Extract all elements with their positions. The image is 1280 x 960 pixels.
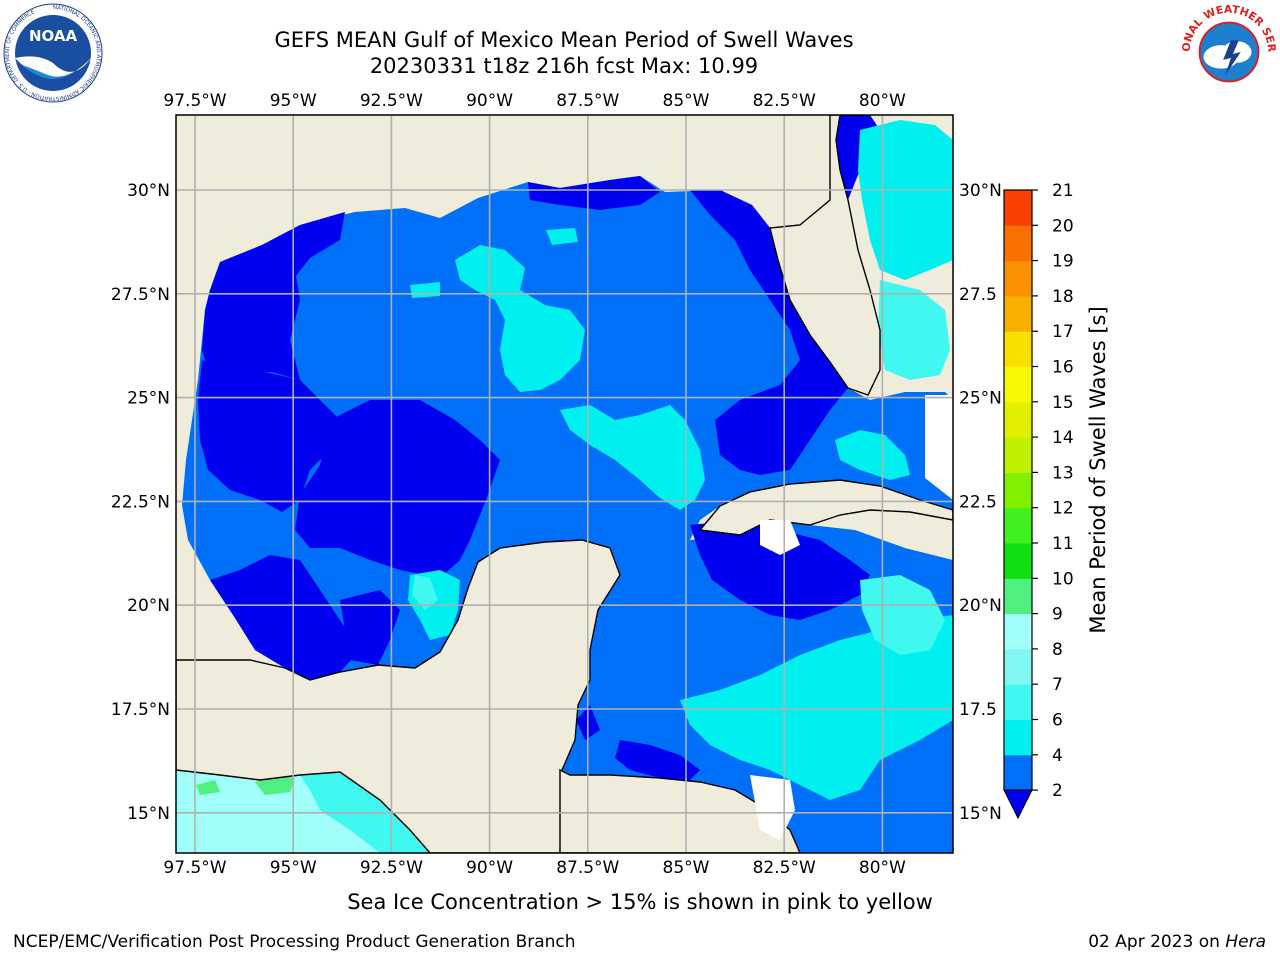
colorbar-tick-label: 12 (1052, 499, 1074, 519)
colorbar-segment (1004, 225, 1032, 262)
nws-logo: NATIONAL WEATHER SERVICE (1180, 3, 1278, 100)
water-below-2 (198, 115, 880, 780)
footer-date: 02 Apr 2023 on Hera (1088, 932, 1266, 952)
longitude-label: 80°W (859, 91, 906, 111)
latitude-label: 17.5°N (111, 700, 170, 720)
colorbar-frame (1003, 189, 1033, 791)
colorbar-tick-label: 13 (1052, 463, 1074, 483)
latitude-label: 15°N (127, 804, 170, 824)
colorbar-segment (1004, 366, 1032, 403)
longitude-label: 87.5°W (556, 858, 619, 878)
longitude-label: 95°W (270, 91, 317, 111)
longitude-label: 90°W (466, 91, 513, 111)
colorbar-segment (1004, 437, 1032, 473)
colorbar-tick-label: 8 (1052, 640, 1063, 660)
colorbar-segment (1004, 543, 1032, 579)
colorbar-tick-label: 6 (1052, 711, 1063, 731)
footer-host: Hera (1225, 932, 1266, 952)
latitude-label: 25°N (959, 389, 1002, 409)
latitude-label: 22.5°N (111, 492, 170, 512)
colorbar-tick-label: 21 (1052, 181, 1074, 201)
chart-subtitle: 20230331 t18z 216h fcst Max: 10.99 (369, 54, 759, 78)
colorbar-tick-label: 10 (1052, 569, 1074, 589)
colorbar-label: Mean Period of Swell Waves [s] (1086, 306, 1110, 633)
colorbar-segment (1004, 190, 1032, 226)
colorbar-tick-label: 18 (1052, 287, 1074, 307)
colorbar-tick-label: 7 (1052, 675, 1063, 695)
colorbar-tick-label: 14 (1052, 428, 1074, 448)
colorbar-tick-label: 15 (1052, 393, 1074, 413)
colorbar-segment (1004, 648, 1032, 685)
latitude-label: 20°N (959, 596, 1002, 616)
latitude-label: 30°N (959, 181, 1002, 201)
colorbar-tick-label: 2 (1052, 781, 1063, 801)
colorbar-segment (1004, 754, 1032, 791)
latitude-label: 15°N (959, 804, 1002, 824)
map-area (176, 115, 953, 853)
colorbar-tick-label: 4 (1052, 746, 1063, 766)
latitude-label: 22.5 (959, 492, 997, 512)
colorbar-tick-label: 19 (1052, 252, 1074, 272)
longitude-label: 92.5°W (360, 858, 423, 878)
colorbar-segment (1004, 684, 1032, 720)
colorbar-segment (1004, 331, 1032, 367)
longitude-label: 85°W (663, 91, 710, 111)
latitude-label: 30°N (127, 181, 170, 201)
colorbar-segment (1004, 295, 1032, 332)
latitude-label: 17.5 (959, 700, 997, 720)
colorbar-segment (1004, 472, 1032, 509)
chart-title: GEFS MEAN Gulf of Mexico Mean Period of … (274, 28, 854, 52)
longitude-label: 80°W (859, 858, 906, 878)
longitude-label: 95°W (270, 858, 317, 878)
colorbar-segment (1004, 719, 1032, 756)
colorbar-segment (1004, 260, 1032, 297)
colorbar: 2 4 6 7 8 9 10 11 12 13 14 15 16 17 18 19 20 21 (1003, 181, 1074, 820)
footer-date-text: 02 Apr 2023 on (1088, 932, 1226, 952)
latitude-label: 27.5 (959, 285, 997, 305)
longitude-label: 97.5°W (163, 91, 226, 111)
colorbar-under-triangle (1003, 789, 1033, 820)
land-overlay (176, 115, 953, 853)
longitude-labels-bottom: 97.5°W 95°W 92.5°W 90°W 87.5°W 85°W 82.5°W 80°W (163, 858, 906, 878)
longitude-label: 97.5°W (163, 858, 226, 878)
latitude-label: 20°N (127, 596, 170, 616)
colorbar-tick-label: 9 (1052, 605, 1063, 625)
water-caribbean-sw-green (196, 775, 295, 795)
colorbar-tick-label: 17 (1052, 322, 1074, 342)
colorbar-tick-label: 20 (1052, 216, 1074, 236)
colorbar-segment (1004, 401, 1032, 438)
footer-credit: NCEP/EMC/Verification Post Processing Pr… (13, 932, 576, 952)
longitude-labels-top: 97.5°W 95°W 92.5°W 90°W 87.5°W 85°W 82.5°W 80°W (163, 91, 906, 111)
longitude-label: 82.5°W (753, 91, 816, 111)
latitude-label: 25°N (127, 389, 170, 409)
colorbar-segment (1004, 578, 1032, 615)
colorbar-tick-label: 16 (1052, 358, 1074, 378)
noaa-logo: NOAA NATIONAL OCEANIC AND ATMOSPHERIC AD… (3, 3, 103, 103)
colorbar-segment (1004, 613, 1032, 650)
latitude-labels-right: 30°N 27.5 25°N 22.5 20°N 17.5 15°N (959, 181, 1002, 824)
colorbar-tick-label: 11 (1052, 534, 1074, 554)
sea-ice-note: Sea Ice Concentration > 15% is shown in … (0, 890, 1280, 914)
map-frame (175, 114, 954, 854)
longitude-label: 90°W (466, 858, 513, 878)
water-6-7 (412, 280, 950, 655)
sea-ice-note-text: Sea Ice Concentration > 15% is shown in … (347, 890, 933, 914)
longitude-label: 85°W (663, 858, 710, 878)
gridlines (176, 115, 953, 853)
longitude-label: 92.5°W (360, 91, 423, 111)
noaa-logo-text: NOAA (29, 27, 78, 45)
longitude-label: 87.5°W (556, 91, 619, 111)
colorbar-segment (1004, 507, 1032, 544)
latitude-labels-left: 30°N 27.5°N 25°N 22.5°N 20°N 17.5°N 15°N (111, 181, 170, 824)
latitude-label: 27.5°N (111, 285, 170, 305)
longitude-label: 82.5°W (753, 858, 816, 878)
